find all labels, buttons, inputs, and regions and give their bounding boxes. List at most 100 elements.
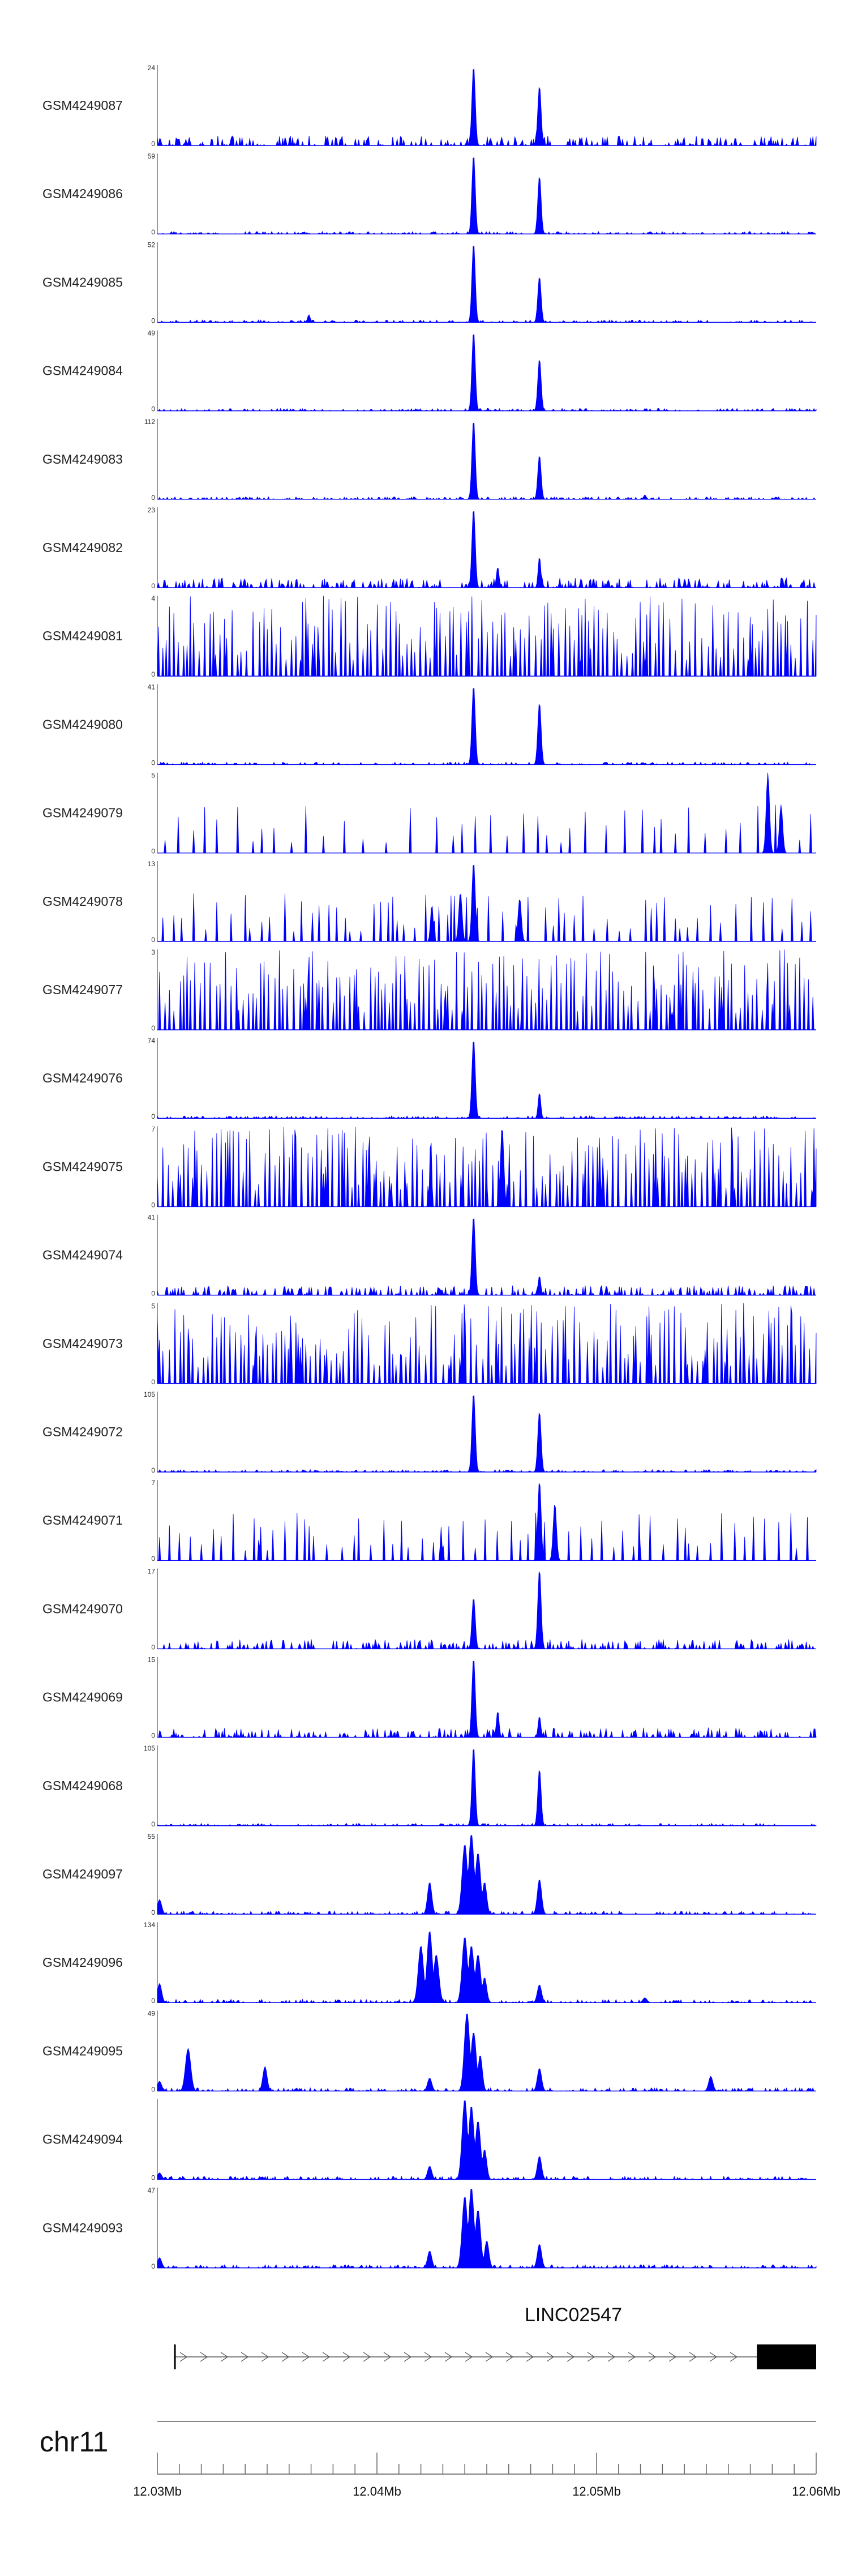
track-GSM4249085: GSM4249085 52 0: [42, 241, 816, 324]
y-max-label: 112: [144, 418, 155, 426]
tick-label: 12.05Mb: [572, 2484, 621, 2498]
y-min-label: 0: [151, 140, 155, 148]
y-min-label: 0: [151, 1024, 155, 1032]
strand-arrow: [404, 2352, 412, 2362]
gene-model: [174, 2344, 816, 2369]
track-GSM4249068: GSM4249068 105 0: [42, 1744, 817, 1828]
gene-track: LINC02547: [174, 2304, 816, 2369]
coverage-tracks: GSM4249087240GSM4249086590GSM4249085520G…: [42, 64, 817, 2270]
strand-arrow: [302, 2352, 310, 2362]
coverage-area: [157, 333, 817, 412]
track-label: GSM4249068: [42, 1778, 123, 1793]
track-GSM4249086: GSM4249086 59 0: [42, 152, 816, 236]
track-label: GSM4249081: [42, 628, 123, 643]
coverage-area: [157, 69, 817, 147]
track-GSM4249093: GSM4249093 47 0: [42, 2186, 817, 2270]
y-max-label: 55: [148, 1833, 156, 1841]
strand-arrow: [281, 2352, 290, 2362]
y-max-label: 24: [148, 64, 156, 72]
tick-label: 12.03Mb: [133, 2484, 182, 2498]
y-max-label: 49: [148, 2009, 156, 2017]
track-GSM4249096: GSM4249096 134 0: [42, 1921, 817, 2005]
strand-arrow: [607, 2352, 616, 2362]
track-GSM4249071: GSM4249071 7 0: [42, 1479, 816, 1563]
strand-arrow: [444, 2352, 453, 2362]
coverage-area: [157, 865, 816, 942]
y-max-label: 105: [144, 1390, 155, 1398]
track-GSM4249079: GSM4249079 5 0: [42, 772, 816, 855]
track-GSM4249083: GSM4249083 112 0: [42, 418, 816, 502]
track-GSM4249095: GSM4249095 49 0: [42, 2009, 816, 2093]
track-label: GSM4249075: [42, 1159, 123, 1174]
track-GSM4249097: GSM4249097 55 0: [42, 1833, 816, 1916]
track-GSM4249077: GSM4249077 3 0: [42, 948, 816, 1032]
strand-arrow: [526, 2352, 534, 2362]
strand-arrow: [648, 2352, 657, 2362]
strand-arrow: [179, 2352, 188, 2362]
track-label: GSM4249074: [42, 1248, 123, 1263]
track-label: GSM4249076: [42, 1071, 123, 1085]
track-label: GSM4249080: [42, 717, 123, 731]
y-max-label: 59: [148, 152, 156, 160]
strand-arrow: [322, 2352, 331, 2362]
y-min-label: 0: [151, 1643, 155, 1651]
strand-arrow: [668, 2352, 677, 2362]
track-label: GSM4249084: [42, 363, 123, 378]
y-min-label: 0: [151, 1997, 155, 2005]
coverage-area: [157, 1395, 817, 1473]
track-label: GSM4249082: [42, 540, 123, 555]
coverage-area: [157, 772, 816, 854]
track-GSM4249070: GSM4249070 17 0: [42, 1567, 816, 1651]
y-min-label: 0: [151, 1466, 155, 1474]
track-label: GSM4249077: [42, 982, 123, 997]
y-min-label: 0: [151, 2262, 155, 2270]
strand-arrow: [485, 2352, 494, 2362]
track-label: GSM4249095: [42, 2043, 123, 2058]
strand-arrow: [628, 2352, 636, 2362]
y-max-label: 47: [148, 2186, 156, 2194]
track-GSM4249069: GSM4249069 15 0: [42, 1656, 817, 1740]
track-label: GSM4249086: [42, 186, 123, 201]
axis-ticks: 12.03Mb 12.04Mb 12.05Mb 12.06Mb: [133, 2453, 841, 2498]
track-label: GSM4249083: [42, 452, 123, 467]
coverage-area: [157, 1571, 816, 1650]
y-min-label: 0: [151, 936, 155, 944]
y-min-label: 0: [151, 582, 155, 590]
strand-arrow: [241, 2352, 249, 2362]
track-GSM4249094: GSM4249094 0: [42, 2099, 816, 2182]
y-min-label: 0: [151, 1112, 155, 1120]
y-min-label: 0: [151, 670, 155, 678]
coverage-area: [157, 245, 816, 323]
strand-arrow: [505, 2352, 514, 2362]
coverage-area: [157, 1483, 816, 1561]
y-min-label: 0: [151, 1201, 155, 1209]
y-min-label: 0: [151, 1732, 155, 1740]
track-label: GSM4249079: [42, 806, 123, 820]
y-min-label: 0: [151, 1555, 155, 1563]
tick-label: 12.04Mb: [353, 2484, 401, 2498]
coverage-area: [157, 687, 816, 765]
track-GSM4249074: GSM4249074 41 0: [42, 1214, 816, 1298]
coverage-area: [157, 1835, 816, 1915]
y-max-label: 5: [151, 772, 155, 780]
y-max-label: 23: [148, 506, 156, 514]
y-min-label: 0: [151, 1378, 155, 1386]
track-label: GSM4249069: [42, 1690, 123, 1705]
y-min-label: 0: [151, 2174, 155, 2182]
strand-arrow: [546, 2352, 555, 2362]
coverage-area: [157, 949, 816, 1030]
chromosome-label: chr11: [40, 2426, 108, 2458]
strand-arrow: [363, 2352, 371, 2362]
y-min-label: 0: [151, 228, 155, 236]
strand-arrow: [220, 2352, 229, 2362]
track-label: GSM4249087: [42, 98, 123, 113]
y-max-label: 7: [151, 1125, 155, 1133]
coverage-area: [157, 2189, 817, 2269]
strand-arrow: [383, 2352, 392, 2362]
y-min-label: 0: [151, 1820, 155, 1828]
coverage-area: [156, 1749, 817, 1826]
y-max-label: 4: [151, 594, 155, 602]
coverage-area: [157, 1127, 817, 1207]
track-label: GSM4249096: [42, 1955, 123, 1970]
track-GSM4249082: GSM4249082 23 0: [42, 506, 816, 590]
